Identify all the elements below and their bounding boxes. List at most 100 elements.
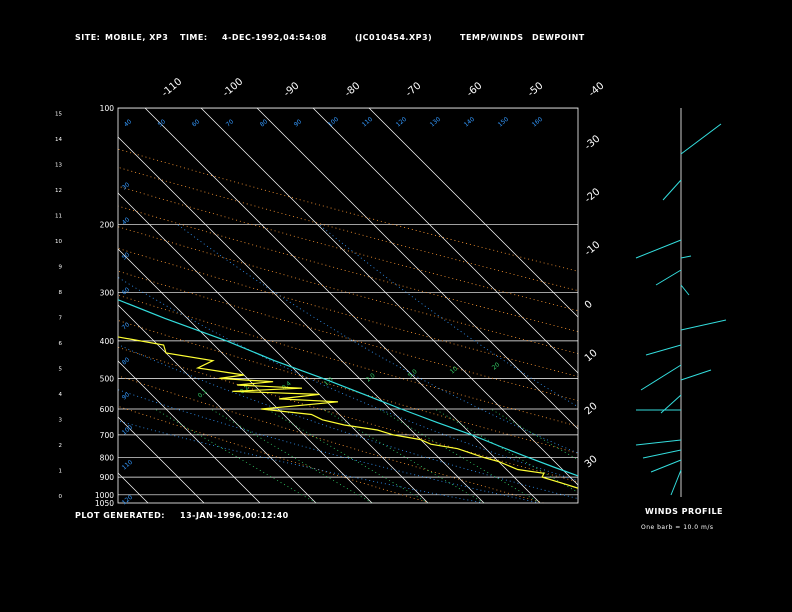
isotherm-line <box>118 472 149 503</box>
theta-label: 120 <box>395 116 408 129</box>
isotherm-top-label: -100 <box>221 76 245 99</box>
isotherm-right-label: 30 <box>583 454 600 471</box>
plot-frame <box>117 107 579 504</box>
wind-barb <box>680 319 727 331</box>
dry-adiabat <box>118 226 578 354</box>
site-label: SITE: <box>75 33 101 42</box>
isotherm-top-label: -60 <box>465 80 485 99</box>
height-tick-label: 10 <box>55 239 62 245</box>
wind-barb <box>680 369 712 381</box>
wind-barb <box>645 344 682 356</box>
isotherm-line <box>118 192 429 503</box>
theta-e-label: 110 <box>121 459 134 472</box>
wind-barb <box>670 469 682 496</box>
theta-label: 110 <box>361 116 374 129</box>
isotherm-right-label: -20 <box>583 186 603 205</box>
dry-adiabat <box>118 346 578 483</box>
theta-e-label: 40 <box>121 216 131 226</box>
theta-label: 70 <box>225 118 235 128</box>
temperature-line <box>118 299 578 477</box>
wind-barb <box>662 179 682 201</box>
diagram-grid <box>0 108 578 503</box>
isotherm-right-label: -30 <box>583 133 603 152</box>
mixing-ratio-label: 0.4 <box>281 380 293 392</box>
file-id: (JC010454.XP3) <box>355 33 433 42</box>
mixing-ratio-label: 0.1 <box>197 388 209 400</box>
mixing-ratio-label: 5.0 <box>407 368 419 380</box>
isotherm-line <box>0 108 36 503</box>
pressure-tick-label: 800 <box>100 453 115 462</box>
theta-label: 130 <box>429 116 442 129</box>
wind-barb <box>635 239 682 259</box>
pressure-tick-label: 200 <box>100 220 115 229</box>
isotherm-top-label: -80 <box>343 80 363 99</box>
isotherm-top-label: -50 <box>526 80 546 99</box>
plot-generated-value: 13-JAN-1996,00:12:40 <box>180 511 289 520</box>
isotherm-line <box>312 108 578 374</box>
moist-adiabat <box>118 276 578 482</box>
height-tick-label: 3 <box>59 418 63 424</box>
isotherm-line <box>118 248 373 503</box>
theta-label: 60 <box>191 118 201 128</box>
time-value: 4-DEC-1992,04:54:08 <box>222 33 327 42</box>
dry-adiabat <box>118 320 578 454</box>
pressure-tick-label: 1050 <box>95 499 114 508</box>
plot-generated-label: PLOT GENERATED: <box>75 511 165 520</box>
wind-barb <box>655 269 682 286</box>
isotherm-line <box>256 108 578 430</box>
isotherm-line <box>118 136 485 503</box>
pressure-tick-label: 1000 <box>95 491 114 500</box>
dewpoint-line <box>118 336 578 489</box>
pressure-tick-label: 100 <box>100 104 115 113</box>
wind-barb <box>680 123 722 155</box>
theta-label: 160 <box>531 116 544 129</box>
theta-e-label: 120 <box>121 494 134 507</box>
theta-e-label: 30 <box>121 181 131 191</box>
sounding-series <box>118 299 578 489</box>
height-tick-label: 5 <box>59 367 63 373</box>
theta-e-label: 90 <box>121 391 131 401</box>
mixing-ratio-label: 0.2 <box>239 384 251 396</box>
moist-adiabat <box>318 224 578 408</box>
theta-e-label: 50 <box>121 251 131 261</box>
height-tick-label: 2 <box>59 443 63 449</box>
theta-label: 150 <box>497 116 510 129</box>
theta-e-label: 80 <box>121 356 131 366</box>
height-tick-label: 13 <box>55 163 62 169</box>
pressure-tick-label: 700 <box>100 431 115 440</box>
pressure-tick-label: 900 <box>100 473 115 482</box>
dry-adiabat <box>118 375 544 503</box>
height-tick-label: 7 <box>59 316 63 322</box>
height-tick-label: 4 <box>59 392 63 398</box>
theta-label: 140 <box>463 116 476 129</box>
winds-barb-note: One barb = 10.0 m/s <box>641 524 714 531</box>
height-tick-label: 6 <box>59 341 63 347</box>
isotherm-top-label: -90 <box>282 80 302 99</box>
height-tick-label: 1 <box>59 469 63 475</box>
wind-barb <box>635 439 682 446</box>
moist-adiabat <box>118 420 485 503</box>
height-tick-label: 15 <box>55 112 62 118</box>
isotherm-top-label: -110 <box>160 76 184 99</box>
theta-label: 90 <box>293 118 303 128</box>
time-label: TIME: <box>180 33 208 42</box>
isotherm-right-label: 20 <box>583 401 600 418</box>
isotherm-line <box>118 360 261 503</box>
isotherm-line <box>368 108 578 318</box>
legend-dewpoint: DEWPOINT <box>532 33 585 42</box>
wind-barb <box>680 284 690 296</box>
isotherm-line <box>200 108 578 486</box>
mixing-ratio-label: 2.0 <box>365 372 377 384</box>
pressure-tick-label: 500 <box>100 374 115 383</box>
mixing-ratio-label: 10 <box>449 365 459 375</box>
pressure-tick-label: 300 <box>100 289 115 298</box>
isotherm-line <box>118 304 317 503</box>
isotherm-right-label: -10 <box>583 239 603 258</box>
isotherm-line <box>144 108 541 503</box>
dry-adiabat <box>118 205 578 332</box>
pressure-tick-label: 400 <box>100 337 115 346</box>
height-tick-label: 12 <box>55 188 62 194</box>
site-value: MOBILE, XP3 <box>105 33 169 42</box>
moist-adiabat <box>118 389 541 503</box>
theta-label: 40 <box>123 118 133 128</box>
